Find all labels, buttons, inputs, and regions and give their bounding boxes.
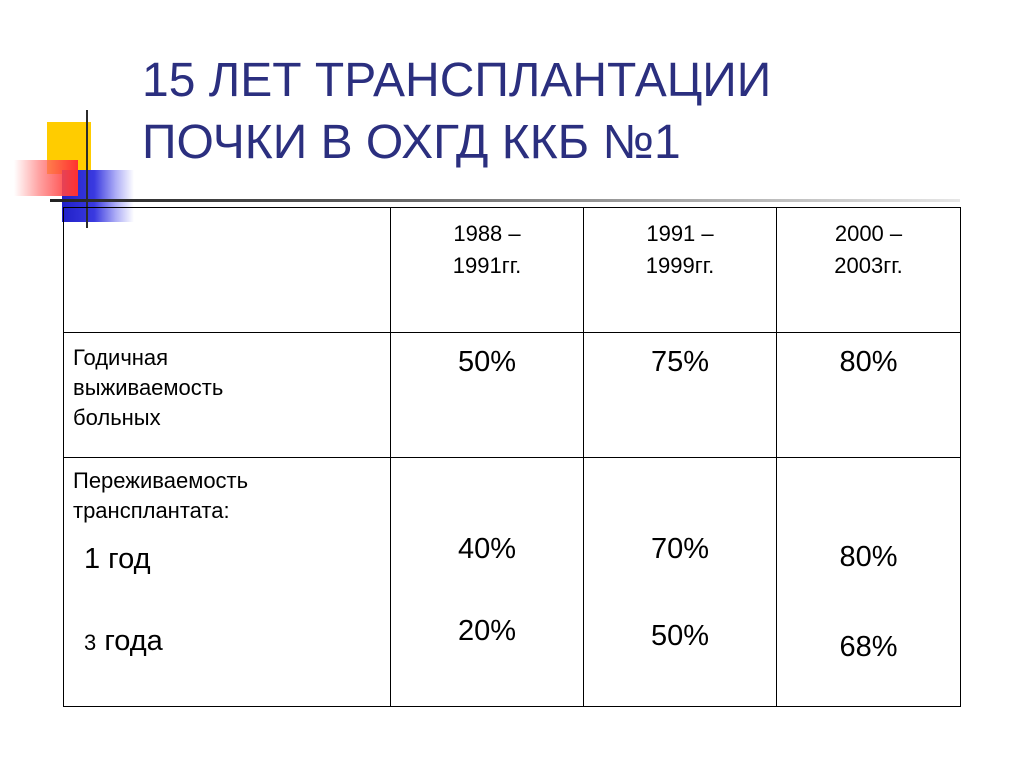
graft-values-period-3: 80% 68% bbox=[776, 457, 961, 707]
graft-3y-value-1: 20% bbox=[457, 615, 517, 647]
title-line-1: 15 ЛЕТ ТРАНСПЛАНТАЦИИ bbox=[142, 54, 772, 107]
empty-corner-cell bbox=[63, 207, 391, 333]
period-cell-3: 2000 – 2003гг. bbox=[776, 207, 961, 333]
graft-survival-label-2: трансплантата: bbox=[73, 498, 230, 523]
patient-survival-value-3-text: 80% bbox=[839, 346, 898, 378]
graft-1y-value-3: 80% bbox=[839, 541, 898, 573]
graft-1y-value-1: 40% bbox=[457, 533, 517, 565]
decorative-ornament bbox=[0, 0, 160, 240]
patient-survival-value-3: 80% bbox=[776, 332, 961, 458]
title-underline bbox=[50, 199, 960, 202]
graft-sub-3-years: 3 года bbox=[84, 624, 163, 660]
table-header-row: 1988 – 1991гг. 1991 – 1999гг. 2000 – 200… bbox=[63, 207, 961, 333]
graft-sub-3-number: 3 bbox=[84, 630, 97, 655]
patient-survival-label-cell: Годичная выживаемость больных bbox=[63, 332, 391, 458]
vertical-rule bbox=[86, 110, 88, 228]
patient-survival-label-3: больных bbox=[73, 405, 161, 430]
graft-values-period-1: 40% 20% bbox=[390, 457, 584, 707]
table-row-patient-survival: Годичная выживаемость больных 50% 75% 80… bbox=[63, 332, 961, 458]
graft-sub-1-year: 1 год bbox=[84, 543, 151, 575]
red-square bbox=[14, 160, 78, 196]
graft-survival-label-cell: Переживаемость трансплантата: 1 год 3 го… bbox=[63, 457, 391, 707]
graft-survival-label-1: Переживаемость bbox=[73, 468, 249, 493]
table-row-graft-survival: Переживаемость трансплантата: 1 год 3 го… bbox=[63, 457, 961, 707]
period-cell-2: 1991 – 1999гг. bbox=[583, 207, 777, 333]
period-3-line1: 2000 – bbox=[834, 221, 903, 246]
graft-values-period-2: 70% 50% bbox=[583, 457, 777, 707]
patient-survival-value-2: 75% bbox=[583, 332, 777, 458]
period-2-line2: 1999гг. bbox=[645, 253, 715, 278]
graft-1y-value-2: 70% bbox=[650, 533, 710, 565]
patient-survival-value-1: 50% bbox=[390, 332, 584, 458]
title-line-2: ПОЧКИ В ОХГД ККБ №1 bbox=[142, 116, 681, 169]
patient-survival-value-2-text: 75% bbox=[650, 346, 710, 378]
period-2-line1: 1991 – bbox=[646, 221, 714, 246]
results-table: 1988 – 1991гг. 1991 – 1999гг. 2000 – 200… bbox=[63, 207, 961, 707]
period-1-line1: 1988 – bbox=[453, 221, 521, 246]
graft-3y-value-3: 68% bbox=[839, 631, 898, 663]
patient-survival-label-2: выживаемость bbox=[73, 375, 224, 400]
patient-survival-label-1: Годичная bbox=[73, 345, 169, 370]
period-3-line2: 2003гг. bbox=[834, 253, 903, 278]
period-1-line2: 1991гг. bbox=[452, 253, 522, 278]
patient-survival-value-1-text: 50% bbox=[457, 346, 517, 378]
slide-title: 15 ЛЕТ ТРАНСПЛАНТАЦИИ ПОЧКИ В ОХГД ККБ №… bbox=[142, 50, 982, 174]
graft-3y-value-2: 50% bbox=[650, 620, 710, 652]
graft-sub-3-text: года bbox=[104, 625, 163, 657]
period-cell-1: 1988 – 1991гг. bbox=[390, 207, 584, 333]
